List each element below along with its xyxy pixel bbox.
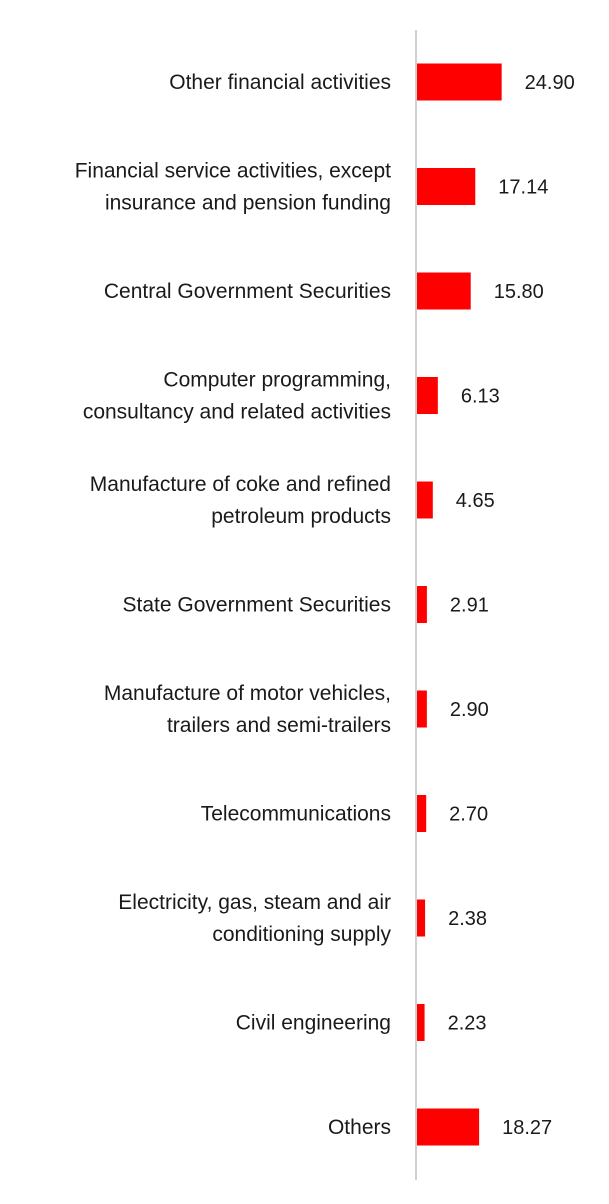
bar	[417, 377, 438, 414]
bar	[417, 899, 426, 937]
bar-value-label: 15.80	[494, 281, 544, 303]
category-label: Others	[328, 1116, 391, 1139]
category-label: Computer programming,	[163, 369, 391, 392]
bars-group	[417, 63, 502, 1146]
bar	[417, 1108, 480, 1146]
category-label: conditioning supply	[212, 923, 391, 946]
category-label: consultancy and related activities	[83, 401, 391, 424]
bar-value-label: 4.65	[456, 490, 495, 512]
category-label: State Government Securities	[123, 594, 391, 617]
bar-value-label: 2.70	[449, 804, 488, 826]
bar	[417, 690, 427, 728]
bar	[417, 586, 427, 623]
category-label: Central Government Securities	[104, 280, 391, 303]
value-labels-group: 24.90 17.14 15.80 6.13 4.65 2.91 2.90 2.70 2.38 2…	[448, 72, 575, 1139]
bar-value-label: 2.23	[448, 1013, 487, 1035]
bar-value-label: 24.90	[525, 72, 575, 94]
category-label: Telecommunications	[201, 803, 391, 826]
category-labels-group: Other financial activities Financial serv…	[75, 71, 392, 1139]
category-label: Electricity, gas, steam and air	[118, 891, 391, 914]
bar-value-label: 17.14	[498, 177, 548, 199]
bar	[417, 1004, 425, 1041]
category-label: Other financial activities	[169, 71, 391, 94]
bar	[417, 272, 471, 310]
bar-value-label: 2.38	[448, 908, 487, 930]
bar	[417, 481, 433, 519]
category-label: insurance and pension funding	[105, 192, 391, 215]
bar-value-label: 2.90	[450, 699, 489, 721]
category-label: trailers and semi-trailers	[167, 714, 391, 737]
category-label: Manufacture of coke and refined	[90, 473, 391, 496]
bar	[417, 795, 427, 832]
bar-value-label: 18.27	[502, 1117, 552, 1139]
bar	[417, 168, 476, 205]
category-label: Financial service activities, except	[75, 160, 391, 183]
category-label: petroleum products	[211, 505, 391, 528]
category-label: Manufacture of motor vehicles,	[104, 682, 391, 705]
category-label: Civil engineering	[236, 1012, 391, 1035]
bar-value-label: 6.13	[461, 386, 500, 408]
bar	[417, 63, 502, 101]
bar-value-label: 2.91	[450, 595, 489, 617]
